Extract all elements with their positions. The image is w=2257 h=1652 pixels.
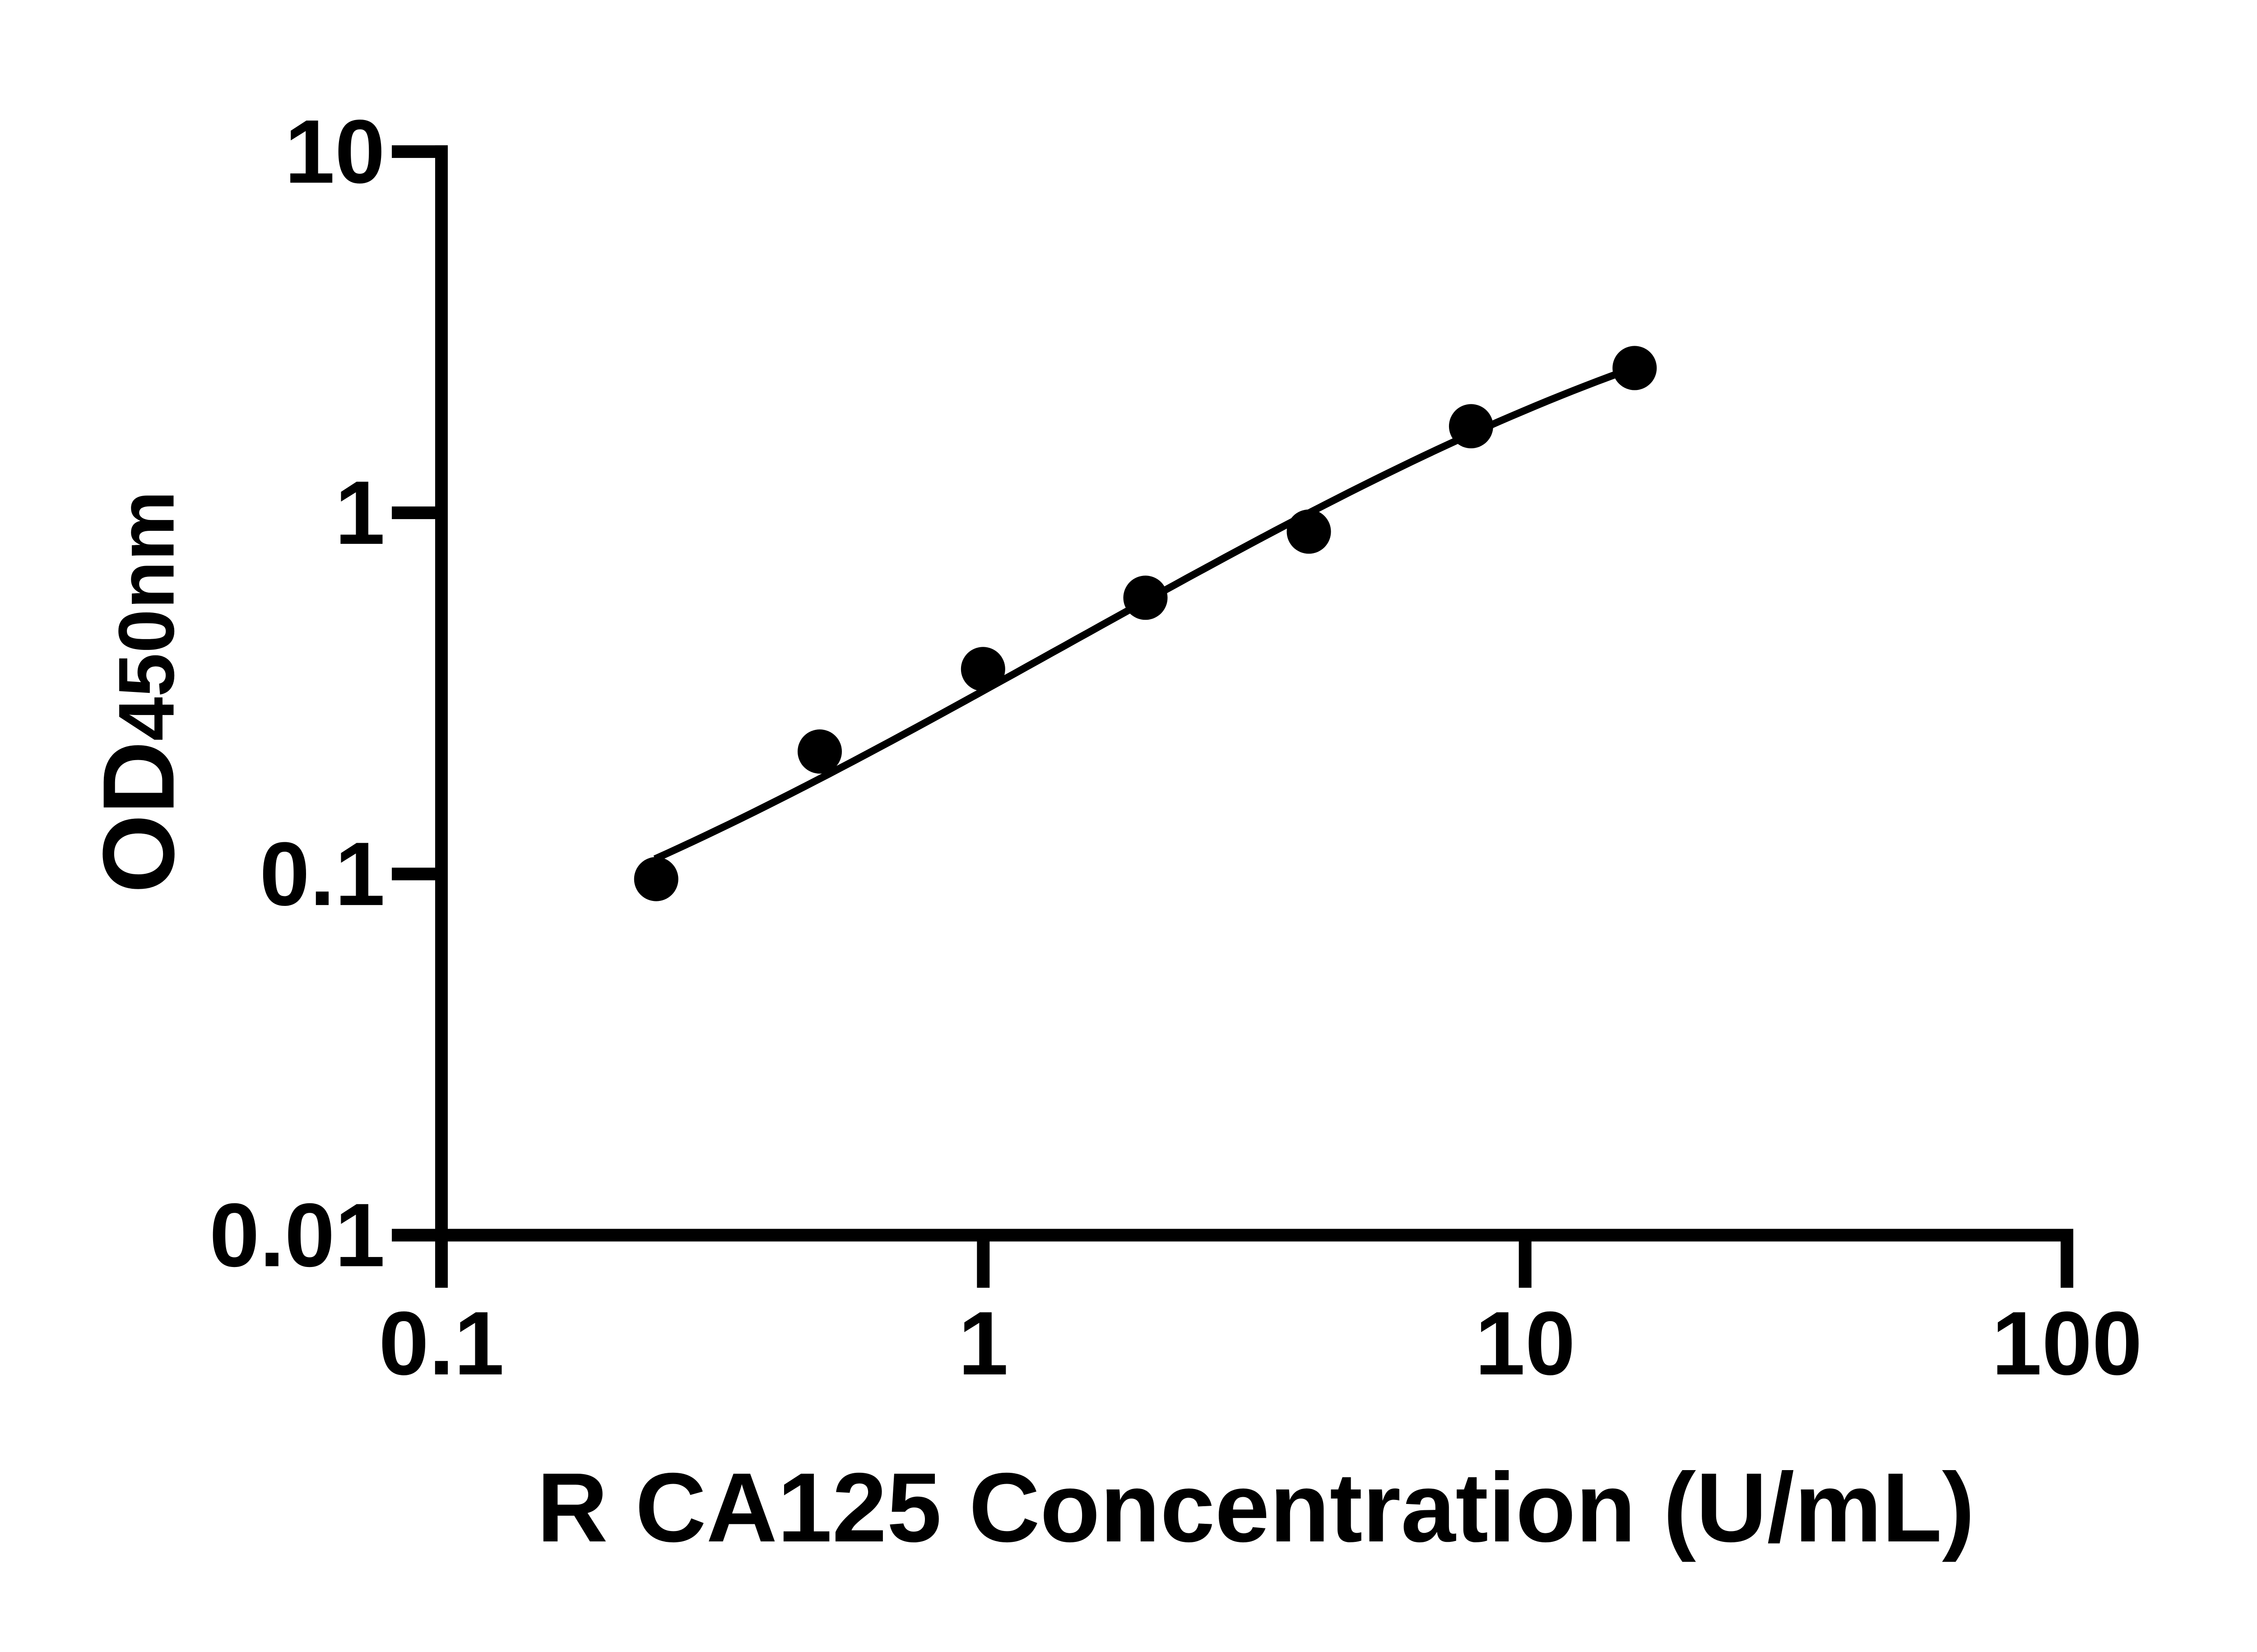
- svg-text:10: 10: [1475, 1293, 1575, 1394]
- svg-text:100: 100: [1992, 1293, 2142, 1394]
- svg-text:0.01: 0.01: [209, 1185, 385, 1285]
- svg-text:1: 1: [335, 463, 385, 563]
- svg-text:1: 1: [958, 1293, 1008, 1394]
- svg-text:0.1: 0.1: [379, 1293, 504, 1394]
- svg-text:10: 10: [285, 102, 385, 202]
- svg-text:0.1: 0.1: [260, 824, 385, 924]
- svg-text:R CA125 Concentration (U/mL): R CA125 Concentration (U/mL): [537, 1453, 1974, 1563]
